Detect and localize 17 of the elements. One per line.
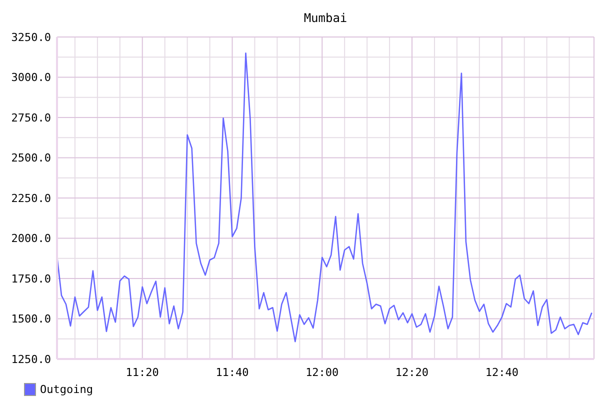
y-tick-label: 1750.0: [11, 272, 51, 286]
y-tick-label: 2000.0: [11, 232, 51, 246]
y-tick-label: 2750.0: [11, 111, 51, 124]
x-tick-label: 11:40: [216, 366, 249, 379]
x-tick-label: 12:20: [395, 366, 429, 379]
x-tick-label: 11:20: [126, 366, 159, 379]
y-tick-label: 2500.0: [11, 152, 51, 165]
x-tick-label: 12:40: [485, 366, 518, 379]
y-tick-label: 3250.0: [11, 30, 51, 44]
y-tick-label: 1250.0: [11, 352, 51, 366]
x-tick-label: 12:00: [306, 366, 339, 379]
y-tick-label: 2250.0: [11, 192, 51, 205]
chart-title: Mumbai: [302, 11, 348, 25]
y-tick-label: 3000.0: [11, 71, 51, 84]
y-tick-label: 1500.0: [11, 312, 51, 326]
line-series: [57, 52, 592, 342]
legend-label: Outgoing: [40, 383, 93, 396]
